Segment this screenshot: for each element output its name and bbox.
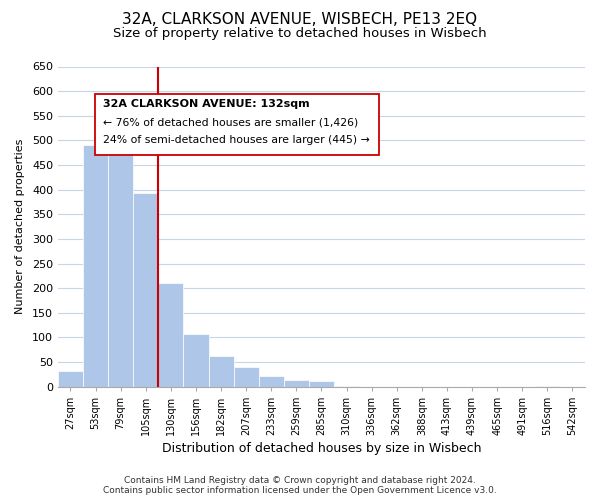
X-axis label: Distribution of detached houses by size in Wisbech: Distribution of detached houses by size …: [162, 442, 481, 455]
FancyBboxPatch shape: [95, 94, 379, 154]
Text: 32A, CLARKSON AVENUE, WISBECH, PE13 2EQ: 32A, CLARKSON AVENUE, WISBECH, PE13 2EQ: [122, 12, 478, 28]
Text: Contains HM Land Registry data © Crown copyright and database right 2024.
Contai: Contains HM Land Registry data © Crown c…: [103, 476, 497, 495]
Text: 32A CLARKSON AVENUE: 132sqm: 32A CLARKSON AVENUE: 132sqm: [103, 100, 310, 110]
Text: 24% of semi-detached houses are larger (445) →: 24% of semi-detached houses are larger (…: [103, 134, 370, 144]
Y-axis label: Number of detached properties: Number of detached properties: [15, 139, 25, 314]
Bar: [83, 146, 108, 386]
Bar: [158, 283, 184, 387]
Bar: [58, 371, 83, 386]
Bar: [133, 193, 158, 386]
Text: Size of property relative to detached houses in Wisbech: Size of property relative to detached ho…: [113, 28, 487, 40]
Bar: [233, 367, 259, 386]
Bar: [209, 356, 233, 386]
Bar: [259, 376, 284, 386]
Bar: [309, 380, 334, 386]
Bar: [284, 380, 309, 386]
Bar: [108, 138, 133, 386]
Text: ← 76% of detached houses are smaller (1,426): ← 76% of detached houses are smaller (1,…: [103, 117, 358, 127]
Bar: [184, 334, 209, 386]
